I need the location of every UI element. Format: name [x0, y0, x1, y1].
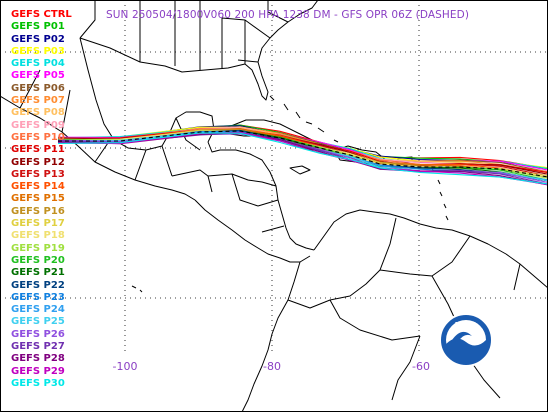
legend-item: GEFS P12 [11, 156, 65, 168]
south-america-west-coast [241, 261, 301, 412]
us-gulf-coastline [79, 0, 319, 101]
legend-item: GEFS P04 [11, 58, 65, 70]
south-america-borders [287, 217, 521, 401]
legend-item: GEFS P17 [11, 218, 65, 230]
legend-item: GEFS P08 [11, 107, 65, 119]
legend-item: GEFS P21 [11, 267, 65, 279]
mexico-state-lines [19, 69, 201, 181]
noaa-logo-icon: NOAA [439, 313, 493, 367]
legend-item: GEFS P30 [11, 377, 65, 389]
legend-item: GEFS P01 [11, 21, 65, 33]
legend-item: GEFS P03 [11, 45, 65, 57]
legend-item: GEFS P24 [11, 304, 65, 316]
legend-item: GEFS P28 [11, 353, 65, 365]
legend-item: GEFS P19 [11, 242, 65, 254]
bahamas [269, 95, 339, 143]
legend-item: GEFS P26 [11, 328, 65, 340]
contour-line [57, 132, 548, 185]
lesser-antilles [431, 167, 449, 221]
legend-item: GEFS CTRL [11, 9, 72, 20]
lon-label-80w: -80 [263, 360, 281, 373]
logo-text: NOAA [455, 321, 478, 329]
map-title: SUN 250504/1800V060 200 HPA 1238 DM - GF… [106, 9, 470, 21]
south-america-coast [313, 209, 548, 289]
legend-item: GEFS P22 [11, 279, 65, 291]
member-legend: GEFS CTRL GEFS P01 GEFS P02 GEFS P03 GEFS P0… [11, 9, 72, 390]
mexico-west-coast [0, 95, 196, 201]
legend-item: GEFS P27 [11, 341, 65, 353]
legend-item: GEFS P13 [11, 168, 65, 180]
legend-item: GEFS P20 [11, 254, 65, 266]
legend-item: GEFS P11 [11, 144, 65, 156]
state-lines [79, 0, 289, 70]
central-america-borders [171, 169, 285, 233]
legend-item: GEFS P07 [11, 95, 65, 107]
legend-item: GEFS P18 [11, 230, 65, 242]
jamaica [289, 165, 311, 175]
gfs-operational-contour [58, 130, 548, 178]
legend-item: GEFS P29 [11, 365, 65, 377]
legend-item: GEFS P02 [11, 33, 65, 45]
legend-item: GEFS P09 [11, 119, 65, 131]
legend-item: GEFS P14 [11, 181, 65, 193]
legend-item: GEFS P25 [11, 316, 65, 328]
lon-label-60w: -60 [412, 360, 430, 373]
graticule [0, 0, 548, 352]
legend-item: GEFS P05 [11, 70, 65, 82]
central-america-coast [194, 141, 315, 263]
legend-item: GEFS P15 [11, 193, 65, 205]
lon-label-100w: -100 [112, 360, 138, 373]
galapagos [131, 285, 143, 293]
legend-item: GEFS P23 [11, 291, 65, 303]
legend-item: GEFS P06 [11, 82, 65, 94]
legend-item: GEFS P10 [11, 131, 65, 143]
legend-item: GEFS P16 [11, 205, 65, 217]
ensemble-contours [57, 124, 548, 186]
